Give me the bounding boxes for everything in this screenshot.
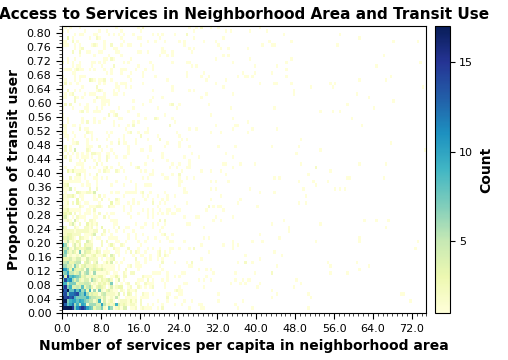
Title: Access to Services in Neighborhood Area and Transit Use: Access to Services in Neighborhood Area … — [0, 7, 489, 22]
X-axis label: Number of services per capita in neighborhood area: Number of services per capita in neighbo… — [39, 339, 449, 353]
Y-axis label: Proportion of transit user: Proportion of transit user — [7, 69, 21, 270]
Y-axis label: Count: Count — [479, 147, 493, 193]
